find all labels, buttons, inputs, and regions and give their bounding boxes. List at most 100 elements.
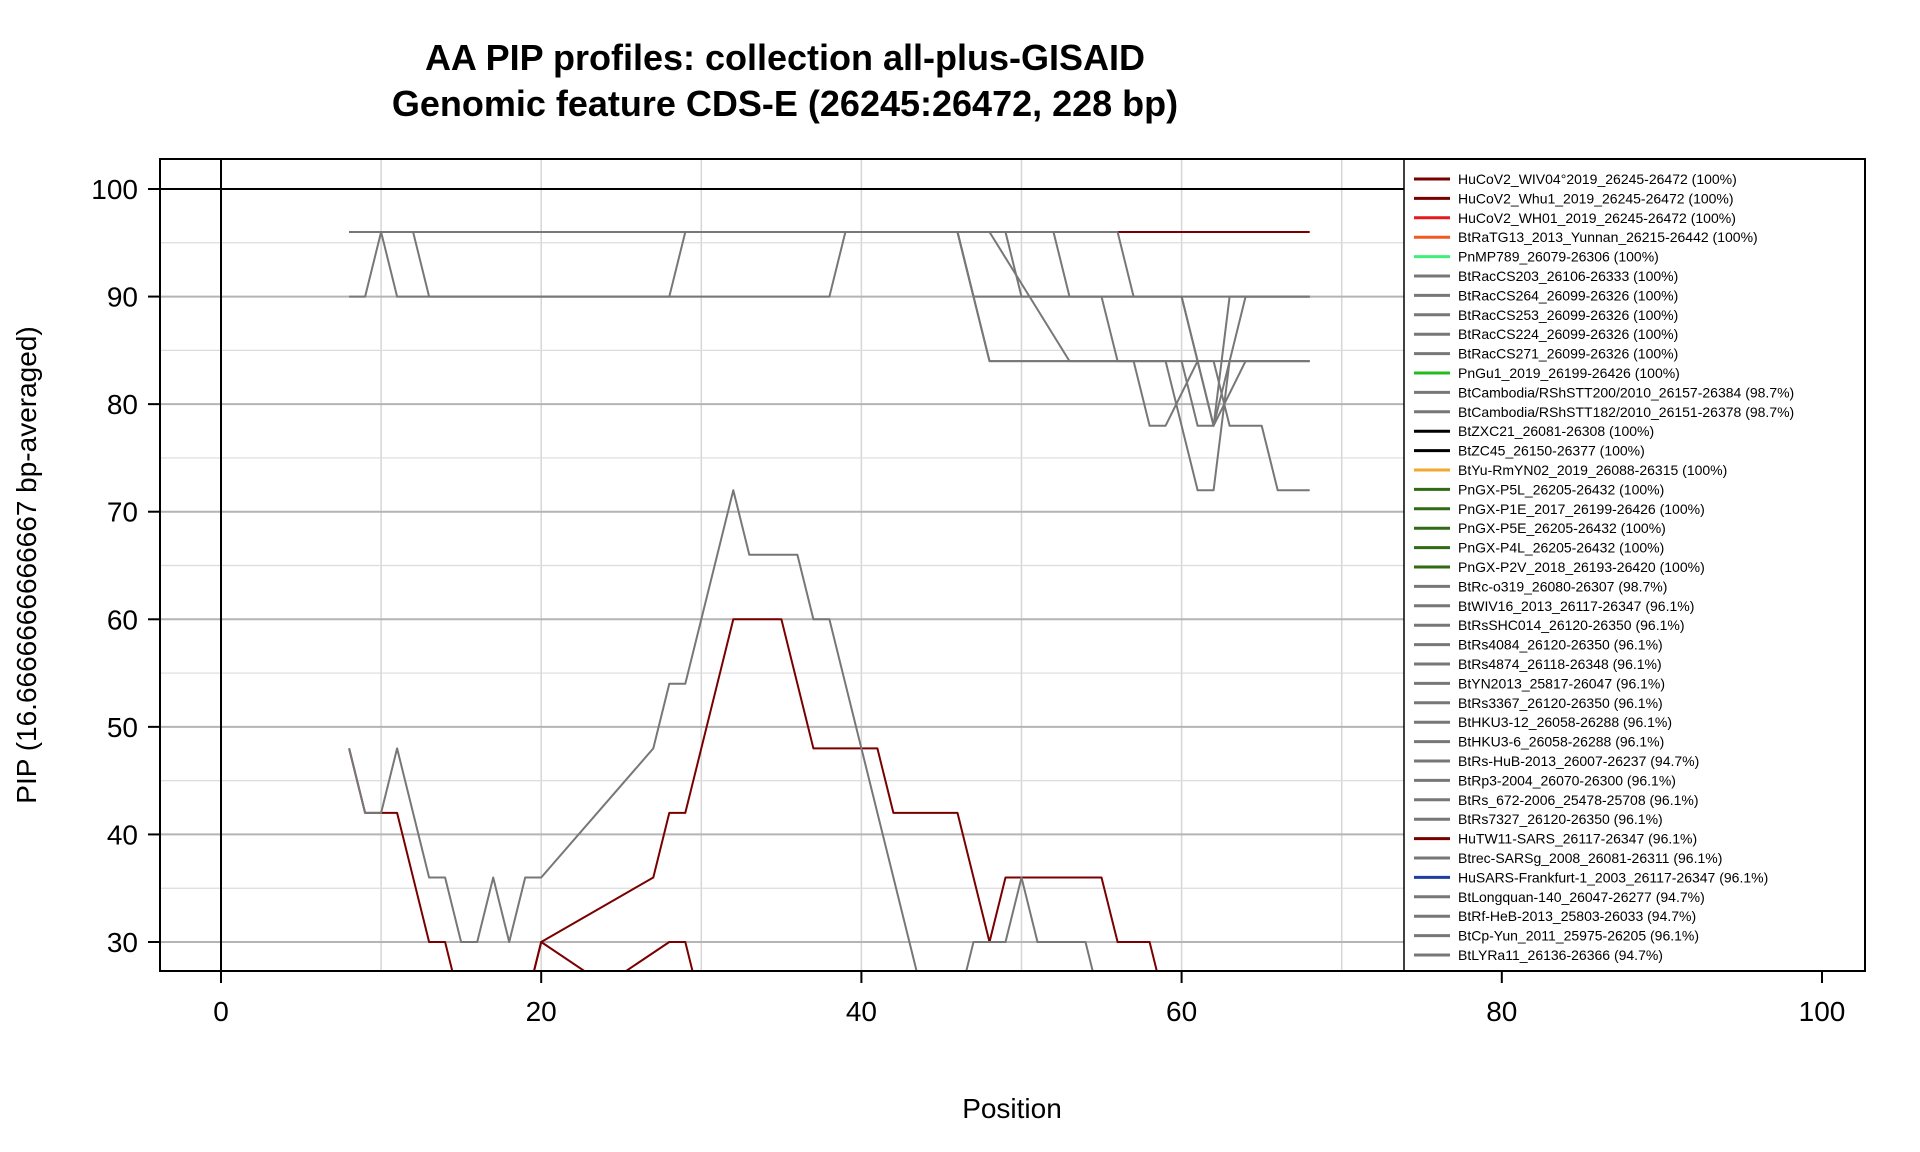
- legend-label: BtWIV16_2013_26117-26347 (96.1%): [1458, 598, 1694, 614]
- legend-item: BtRs_672-2006_25478-25708 (96.1%): [1414, 792, 1699, 808]
- legend-item: PnGX-P5L_26205-26432 (100%): [1414, 481, 1664, 497]
- legend-item: BtRs4084_26120-26350 (96.1%): [1414, 637, 1663, 653]
- legend-label: BtHKU3-6_26058-26288 (96.1%): [1458, 734, 1664, 750]
- series-line: [349, 231, 1310, 427]
- legend-item: BtRp3-2004_26070-26300 (96.1%): [1414, 772, 1676, 788]
- legend-label: BtRaTG13_2013_Yunnan_26215-26442 (100%): [1458, 229, 1758, 245]
- series-line: [348, 489, 918, 971]
- legend-item: BtYu-RmYN02_2019_26088-26315 (100%): [1414, 462, 1727, 478]
- legend-label: BtRacCS203_26106-26333 (100%): [1458, 268, 1678, 284]
- legend-label: HuCoV2_Whu1_2019_26245-26472 (100%): [1458, 190, 1734, 206]
- series-line: [349, 231, 1310, 427]
- legend-item: BtCp-Yun_2011_25975-26205 (96.1%): [1414, 928, 1699, 944]
- legend-item: BtRacCS203_26106-26333 (100%): [1414, 268, 1678, 284]
- legend-label: Btrec-SARSg_2008_26081-26311 (96.1%): [1458, 850, 1722, 866]
- legend-label: BtRs3367_26120-26350 (96.1%): [1458, 695, 1663, 711]
- x-tick-label: 0: [213, 996, 229, 1027]
- legend-label: BtRs4874_26118-26348 (96.1%): [1458, 656, 1662, 672]
- legend-item: BtLYRa11_26136-26366 (94.7%): [1414, 947, 1663, 963]
- x-tick-label: 60: [1166, 996, 1197, 1027]
- legend-label: HuCoV2_WIV04°2019_26245-26472 (100%): [1458, 171, 1737, 187]
- chart-subtitle: Genomic feature CDS-E (26245:26472, 228 …: [392, 83, 1178, 124]
- series-line: [349, 231, 1310, 427]
- legend-item: BtRacCS253_26099-26326 (100%): [1414, 307, 1678, 323]
- legend-label: BtYu-RmYN02_2019_26088-26315 (100%): [1458, 462, 1727, 478]
- legend-label: BtRacCS253_26099-26326 (100%): [1458, 307, 1678, 323]
- legend-item: BtRsSHC014_26120-26350 (96.1%): [1414, 617, 1684, 633]
- series-lines: [348, 231, 1310, 971]
- legend-label: PnGu1_2019_26199-26426 (100%): [1458, 365, 1680, 381]
- x-tick-label: 100: [1799, 996, 1846, 1027]
- legend-label: PnMP789_26079-26306 (100%): [1458, 249, 1659, 265]
- legend-item: BtRf-HeB-2013_25803-26033 (94.7%): [1414, 908, 1696, 924]
- legend-label: BtRacCS224_26099-26326 (100%): [1458, 326, 1678, 342]
- legend-label: BtLYRa11_26136-26366 (94.7%): [1458, 947, 1663, 963]
- legend-label: PnGX-P4L_26205-26432 (100%): [1458, 540, 1664, 556]
- legend-item: BtCambodia/RShSTT200/2010_26157-26384 (9…: [1414, 384, 1794, 400]
- legend-label: BtRs_672-2006_25478-25708 (96.1%): [1458, 792, 1699, 808]
- legend-background: [1404, 159, 1865, 971]
- legend-item: BtLongquan-140_26047-26277 (94.7%): [1414, 889, 1705, 905]
- legend-label: BtCambodia/RShSTT200/2010_26157-26384 (9…: [1458, 384, 1794, 400]
- legend-item: HuCoV2_WH01_2019_26245-26472 (100%): [1414, 210, 1736, 226]
- legend-label: PnGX-P5L_26205-26432 (100%): [1458, 481, 1664, 497]
- legend-item: BtWIV16_2013_26117-26347 (96.1%): [1414, 598, 1694, 614]
- reference-lines: [160, 159, 1404, 971]
- legend-item: BtRs-HuB-2013_26007-26237 (94.7%): [1414, 753, 1699, 769]
- y-tick-label: 80: [107, 389, 138, 420]
- x-axis-label: Position: [962, 1093, 1062, 1124]
- y-tick-label: 40: [107, 819, 138, 850]
- series-line: [349, 231, 1310, 298]
- legend-item: HuCoV2_Whu1_2019_26245-26472 (100%): [1414, 190, 1734, 206]
- legend-label: PnGX-P1E_2017_26199-26426 (100%): [1458, 501, 1705, 517]
- legend-item: PnGX-P1E_2017_26199-26426 (100%): [1414, 501, 1705, 517]
- x-tick-label: 20: [526, 996, 557, 1027]
- legend-label: BtZXC21_26081-26308 (100%): [1458, 423, 1654, 439]
- legend-item: PnMP789_26079-26306 (100%): [1414, 249, 1659, 265]
- legend-item: BtYN2013_25817-26047 (96.1%): [1414, 675, 1665, 691]
- legend-item: BtZC45_26150-26377 (100%): [1414, 443, 1645, 459]
- legend-label: BtRacCS271_26099-26326 (100%): [1458, 346, 1678, 362]
- legend-label: BtRc-o319_26080-26307 (98.7%): [1458, 578, 1667, 594]
- chart-title: AA PIP profiles: collection all-plus-GIS…: [425, 37, 1145, 78]
- legend-item: BtCambodia/RShSTT182/2010_26151-26378 (9…: [1414, 404, 1794, 420]
- legend-label: BtYN2013_25817-26047 (96.1%): [1458, 675, 1665, 691]
- legend-item: PnGX-P5E_26205-26432 (100%): [1414, 520, 1666, 536]
- legend-label: BtRsSHC014_26120-26350 (96.1%): [1458, 617, 1684, 633]
- legend-item: BtRacCS224_26099-26326 (100%): [1414, 326, 1678, 342]
- series-line: [349, 231, 1310, 427]
- plot-frame: [159, 158, 1866, 972]
- legend-item: Btrec-SARSg_2008_26081-26311 (96.1%): [1414, 850, 1722, 866]
- legend-label: HuCoV2_WH01_2019_26245-26472 (100%): [1458, 210, 1736, 226]
- legend-item: HuCoV2_WIV04°2019_26245-26472 (100%): [1414, 171, 1737, 187]
- legend-label: BtHKU3-12_26058-26288 (96.1%): [1458, 714, 1672, 730]
- legend-item: BtZXC21_26081-26308 (100%): [1414, 423, 1654, 439]
- legend-item: BtRs4874_26118-26348 (96.1%): [1414, 656, 1662, 672]
- legend-label: BtCp-Yun_2011_25975-26205 (96.1%): [1458, 928, 1699, 944]
- legend-label: BtCambodia/RShSTT182/2010_26151-26378 (9…: [1458, 404, 1794, 420]
- legend-item: BtRs7327_26120-26350 (96.1%): [1414, 811, 1663, 827]
- legend-item: PnGX-P4L_26205-26432 (100%): [1414, 540, 1664, 556]
- legend-label: BtZC45_26150-26377 (100%): [1458, 443, 1645, 459]
- legend-label: BtRs-HuB-2013_26007-26237 (94.7%): [1458, 753, 1699, 769]
- legend-label: BtRs4084_26120-26350 (96.1%): [1458, 637, 1663, 653]
- y-tick-label: 60: [107, 604, 138, 635]
- x-tick-label: 80: [1486, 996, 1517, 1027]
- y-tick-label: 90: [107, 282, 138, 313]
- x-tick-label: 40: [846, 996, 877, 1027]
- x-axis: 0 20 40 60 80 100: [213, 971, 1845, 1027]
- legend-label: HuSARS-Frankfurt-1_2003_26117-26347 (96.…: [1458, 869, 1768, 885]
- legend-item: BtHKU3-6_26058-26288 (96.1%): [1414, 734, 1664, 750]
- series-line: [965, 876, 1094, 971]
- y-tick-label: 100: [91, 174, 138, 205]
- legend-item: BtRacCS264_26099-26326 (100%): [1414, 287, 1678, 303]
- legend: HuCoV2_WIV04°2019_26245-26472 (100%) HuCo…: [1414, 171, 1794, 963]
- series-line: [348, 618, 1158, 971]
- y-axis: 30 40 50 60 70 80 90 100: [91, 174, 160, 958]
- legend-item: BtHKU3-12_26058-26288 (96.1%): [1414, 714, 1672, 730]
- legend-item: BtRacCS271_26099-26326 (100%): [1414, 346, 1678, 362]
- legend-label: BtRs7327_26120-26350 (96.1%): [1458, 811, 1663, 827]
- series-line: [532, 941, 694, 971]
- y-tick-label: 50: [107, 712, 138, 743]
